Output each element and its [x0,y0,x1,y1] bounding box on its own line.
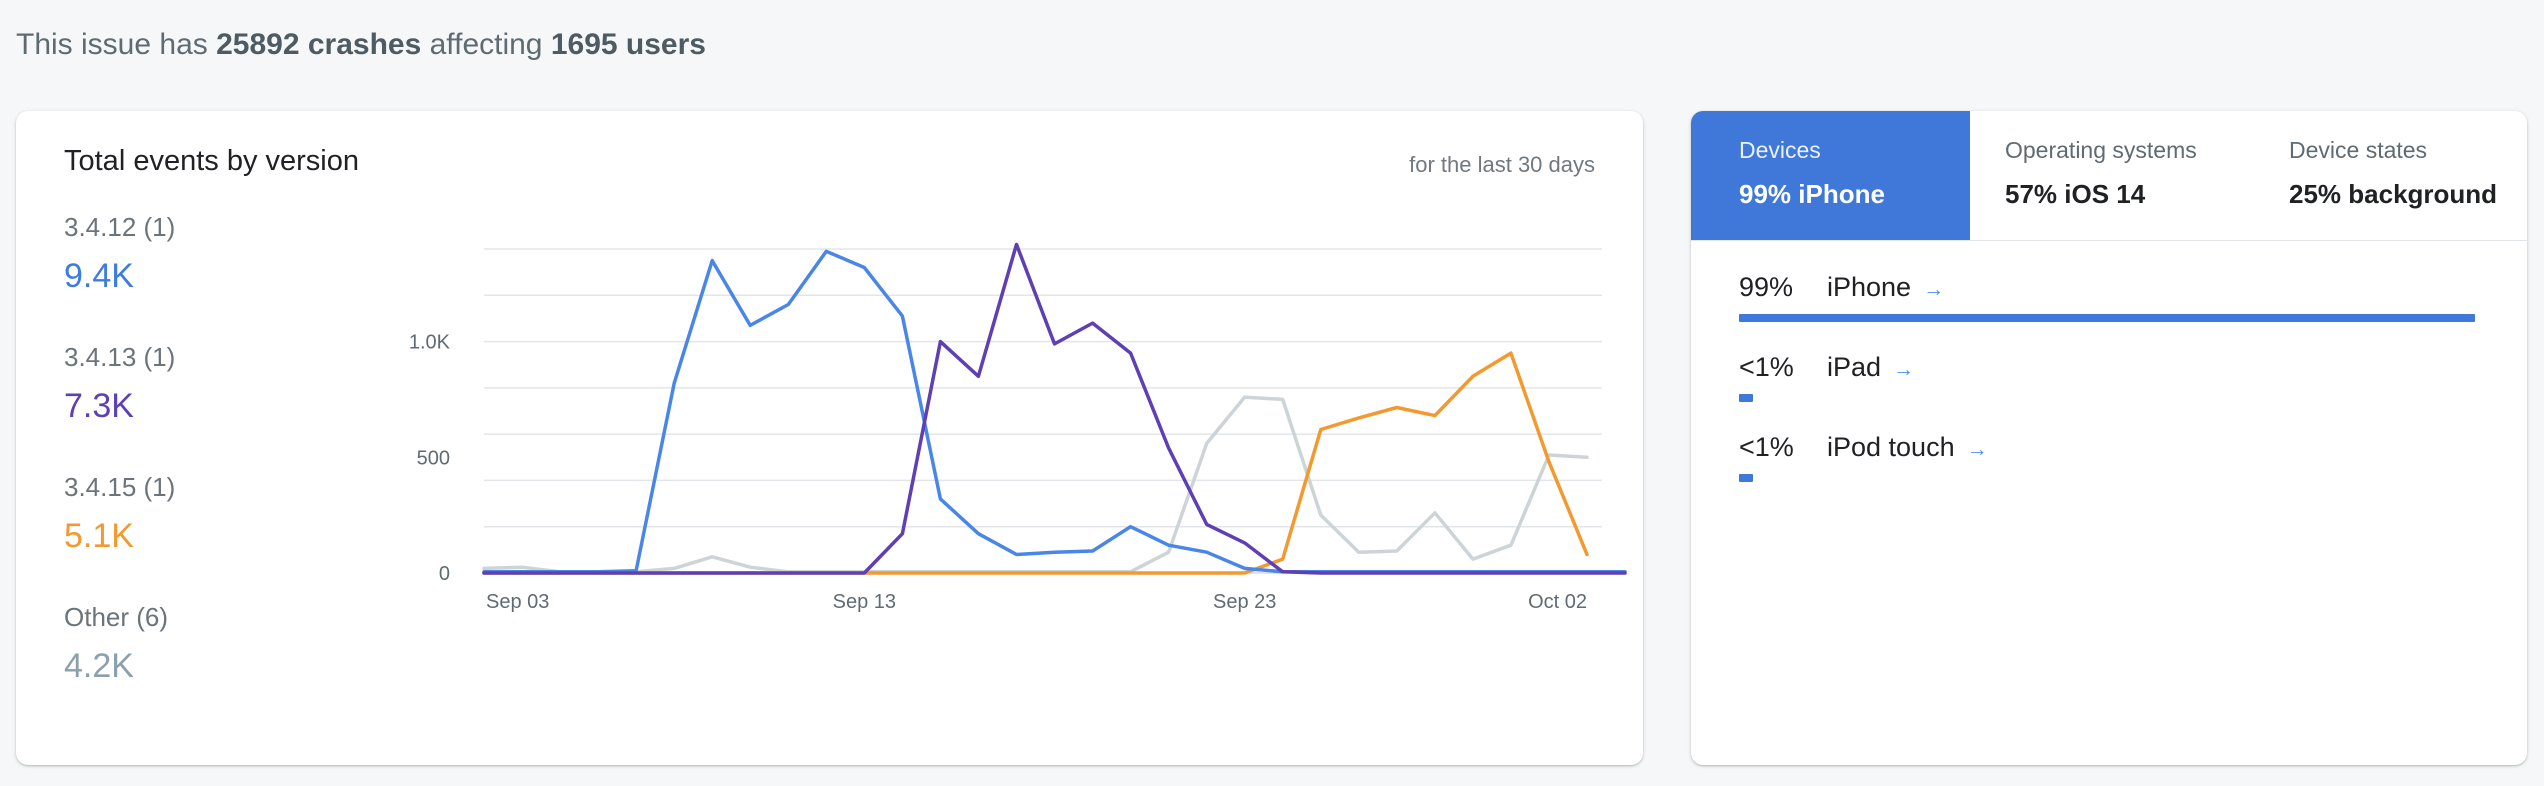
tab-devices[interactable]: Devices 99% iPhone [1691,111,1970,240]
device-percent: <1% [1739,352,1794,382]
tab-label: Devices [1739,137,1821,163]
legend-name: Other (6) [64,602,169,632]
arrow-right-icon: → [1893,358,1915,381]
issue-summary: This issue has 25892 crashes affecting 1… [16,28,706,62]
legend-value: 7.3K [64,387,134,425]
breakdown-tabs: Devices 99% iPhone Operating systems 57%… [1691,111,2527,241]
x-tick-label: Sep 03 [486,591,549,613]
device-link-ipad[interactable]: iPad → [1827,352,1914,383]
user-count: 1695 users [550,28,706,61]
arrow-right-icon: → [1966,438,1988,461]
summary-prefix: This issue has [16,28,208,61]
device-row-ipod-touch: <1% iPod touch → [1739,432,2482,492]
tab-label: Operating systems [2005,137,2197,163]
legend-item-3-4-15[interactable]: 3.4.15 (1) 5.1K [64,472,364,602]
legend-name: 3.4.13 (1) [64,342,176,372]
legend-name: 3.4.15 (1) [64,472,176,502]
tab-device-states[interactable]: Device states 25% background [2254,111,2527,240]
legend-name: 3.4.12 (1) [64,212,176,242]
chart-period: for the last 30 days [1409,152,1595,177]
device-percent: 99% [1739,272,1794,302]
events-by-version-card: Total events by version for the last 30 … [16,111,1643,765]
tab-value: 57% iOS 14 [2005,179,2146,209]
y-tick-label: 500 [417,447,450,469]
series-line-3-4-12-1 [482,249,1627,574]
x-tick-label: Sep 13 [833,591,896,613]
device-share-bar [1739,474,1753,482]
device-share-bar [1739,394,1753,402]
series-line-other-6 [482,395,1589,574]
device-name: iPad [1827,352,1882,382]
y-tick-label: 1.0K [409,332,451,354]
tab-operating-systems[interactable]: Operating systems 57% iOS 14 [1970,111,2254,240]
y-tick-label: 0 [439,563,450,585]
device-name: iPhone [1827,272,1912,302]
tab-label: Device states [2289,137,2428,163]
device-percent: <1% [1739,432,1794,462]
breakdown-card: Devices 99% iPhone Operating systems 57%… [1691,111,2527,765]
version-legend: 3.4.12 (1) 9.4K 3.4.13 (1) 7.3K 3.4.15 (… [64,212,364,732]
device-link-ipod-touch[interactable]: iPod touch → [1827,432,1988,463]
legend-item-3-4-13[interactable]: 3.4.13 (1) 7.3K [64,342,364,472]
legend-value: 9.4K [64,257,134,295]
arrow-right-icon: → [1923,278,1945,301]
device-row-iphone: 99% iPhone → [1739,272,2482,332]
x-tick-label: Sep 23 [1213,591,1276,613]
legend-item-other[interactable]: Other (6) 4.2K [64,602,364,732]
chart-title: Total events by version [64,145,359,177]
summary-middle: affecting [429,28,543,61]
series-line-3-4-13-1 [482,242,1627,575]
device-link-iphone[interactable]: iPhone → [1827,272,1944,303]
x-tick-label: Oct 02 [1528,591,1587,613]
events-line-chart: 0 500 1.0K Sep 03 Sep 13 Sep 23 Oct 02 [409,242,1627,613]
legend-value: 5.1K [64,517,134,555]
device-row-ipad: <1% iPad → [1739,352,2482,412]
legend-value: 4.2K [64,647,134,685]
series-line-3-4-15-1 [482,351,1589,575]
tab-value: 99% iPhone [1739,179,1885,209]
crash-count: 25892 crashes [216,28,422,61]
tab-value: 25% background [2289,179,2498,209]
device-share-bar [1739,314,2475,322]
legend-item-3-4-12[interactable]: 3.4.12 (1) 9.4K [64,212,364,342]
device-name: iPod touch [1827,432,1955,462]
